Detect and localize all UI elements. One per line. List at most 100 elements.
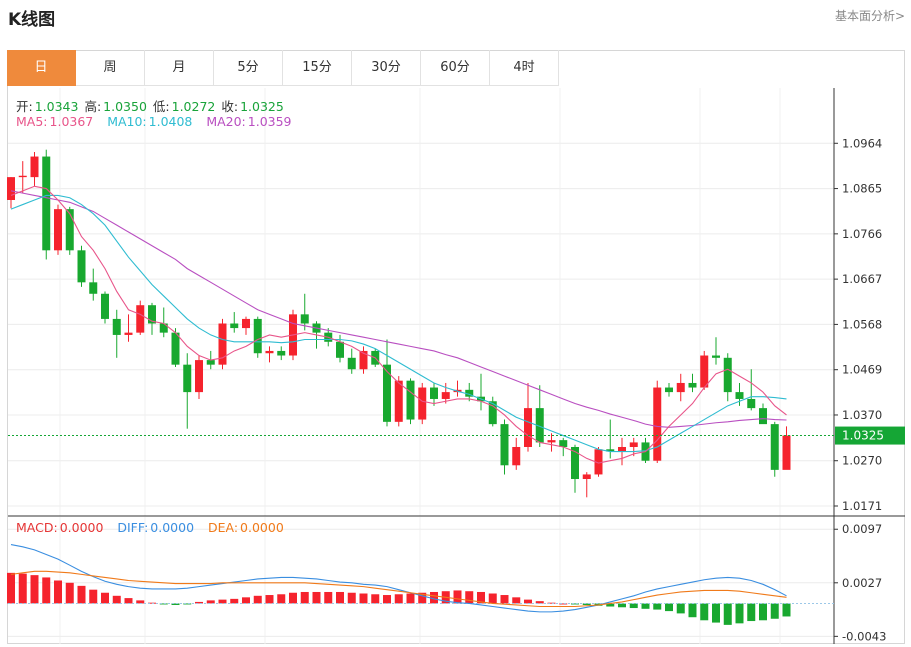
macd-bar: [418, 592, 427, 604]
ma-readout: MA5: 1.0367 MA10: 1.0408 MA20: 1.0359: [16, 114, 294, 129]
macd-bar: [54, 580, 62, 604]
macd-bar: [230, 598, 239, 604]
high-label: 高:: [84, 99, 102, 114]
macd-bar: [89, 589, 98, 604]
macd-bar: [312, 591, 321, 604]
candle-body: [242, 318, 250, 329]
candle-body: [500, 424, 509, 466]
ma10-line: [10, 194, 787, 453]
macd-bar: [18, 573, 27, 604]
candle-body: [571, 446, 579, 480]
macd-bar: [559, 603, 568, 605]
macd-bar: [453, 590, 462, 604]
tab-5min[interactable]: 5分: [214, 50, 283, 86]
candle-body: [77, 250, 86, 283]
macd-bar: [535, 601, 544, 604]
candle-body: [712, 355, 720, 358]
macd-bar: [688, 603, 697, 618]
macd-bar: [112, 595, 121, 604]
macd-bar: [394, 594, 403, 604]
candle-body: [582, 474, 591, 480]
candle-body: [218, 323, 227, 365]
macd-bar: [770, 603, 779, 619]
candle-body: [383, 364, 391, 422]
macd-label: MACD:: [16, 520, 58, 535]
macd-bar: [747, 603, 756, 622]
dea-value: 0.0000: [240, 520, 284, 535]
candle-body: [465, 389, 474, 397]
macd-bar: [171, 603, 180, 605]
tab-15min[interactable]: 15分: [283, 50, 352, 86]
macd-bar: [618, 603, 626, 608]
ma10-label: MA10:: [107, 114, 147, 129]
candle-body: [782, 435, 791, 470]
tab-30min[interactable]: 30分: [352, 50, 421, 86]
candle-body: [336, 341, 344, 358]
candle-body: [418, 387, 427, 420]
macd-bar: [512, 597, 521, 604]
candle-body: [747, 398, 756, 409]
current-price-tag: [835, 426, 905, 445]
macd-bar: [136, 600, 145, 604]
macd-bar: [206, 600, 215, 604]
low-value: 1.0272: [171, 99, 216, 114]
diff-label: DIFF:: [117, 520, 149, 535]
candle-body: [89, 282, 98, 294]
macd-bar: [383, 595, 391, 604]
candle-body: [7, 177, 15, 200]
candle-body: [735, 392, 744, 399]
tab-day[interactable]: 日: [7, 50, 76, 86]
macd-bar: [265, 595, 274, 604]
macd-bar: [336, 591, 344, 604]
macd-bar: [65, 582, 74, 604]
candle-body: [700, 355, 709, 388]
candle-body: [136, 305, 145, 333]
tab-week[interactable]: 周: [76, 50, 145, 86]
macd-bar: [653, 603, 662, 610]
candle-body: [559, 440, 568, 447]
tab-4h[interactable]: 4时: [490, 50, 559, 86]
macd-bar: [218, 599, 227, 604]
candle-body: [253, 318, 262, 354]
tab-60min[interactable]: 60分: [421, 50, 490, 86]
candle-body: [606, 449, 615, 452]
candle-body: [723, 357, 732, 393]
macd-bar: [606, 603, 615, 607]
current-price-tag-label: 1.0325: [842, 429, 884, 443]
candle-body: [688, 382, 697, 388]
macd-bar: [712, 603, 720, 623]
price-tick-label: 1.0370: [842, 408, 882, 422]
chart-frame: [7, 50, 905, 644]
tab-month[interactable]: 月: [145, 50, 214, 86]
candle-body: [359, 350, 368, 370]
ma20-line: [10, 190, 787, 428]
ma5-label: MA5:: [16, 114, 48, 129]
candle-body: [535, 408, 544, 443]
candle-body: [665, 387, 673, 393]
open-value: 1.0343: [34, 99, 79, 114]
low-label: 低:: [152, 99, 170, 114]
macd-bar: [124, 598, 133, 604]
macd-bar: [347, 592, 356, 604]
macd-bar: [629, 603, 638, 609]
macd-bar: [101, 592, 109, 604]
price-tick-label: 1.0964: [842, 136, 882, 150]
candle-body: [65, 209, 74, 251]
candle-body: [441, 392, 450, 399]
macd-bar: [159, 603, 168, 605]
candle-body: [430, 387, 438, 399]
candle-body: [277, 350, 286, 356]
ohlc-readout: 开: 1.0343 高: 1.0350 低: 1.0272 收: 1.0325: [16, 96, 286, 115]
candle-body: [195, 360, 203, 393]
macd-bar: [242, 597, 250, 604]
candle-body: [54, 209, 62, 251]
candle-body: [148, 305, 156, 324]
ma5-value: 1.0367: [49, 114, 94, 129]
fundamental-analysis-link[interactable]: 基本面分析>: [834, 9, 905, 23]
candle-body: [206, 360, 215, 365]
candle-body: [124, 332, 133, 335]
candle-body: [653, 387, 662, 461]
open-label: 开:: [16, 99, 33, 114]
price-tick-label: 1.0171: [842, 499, 882, 513]
